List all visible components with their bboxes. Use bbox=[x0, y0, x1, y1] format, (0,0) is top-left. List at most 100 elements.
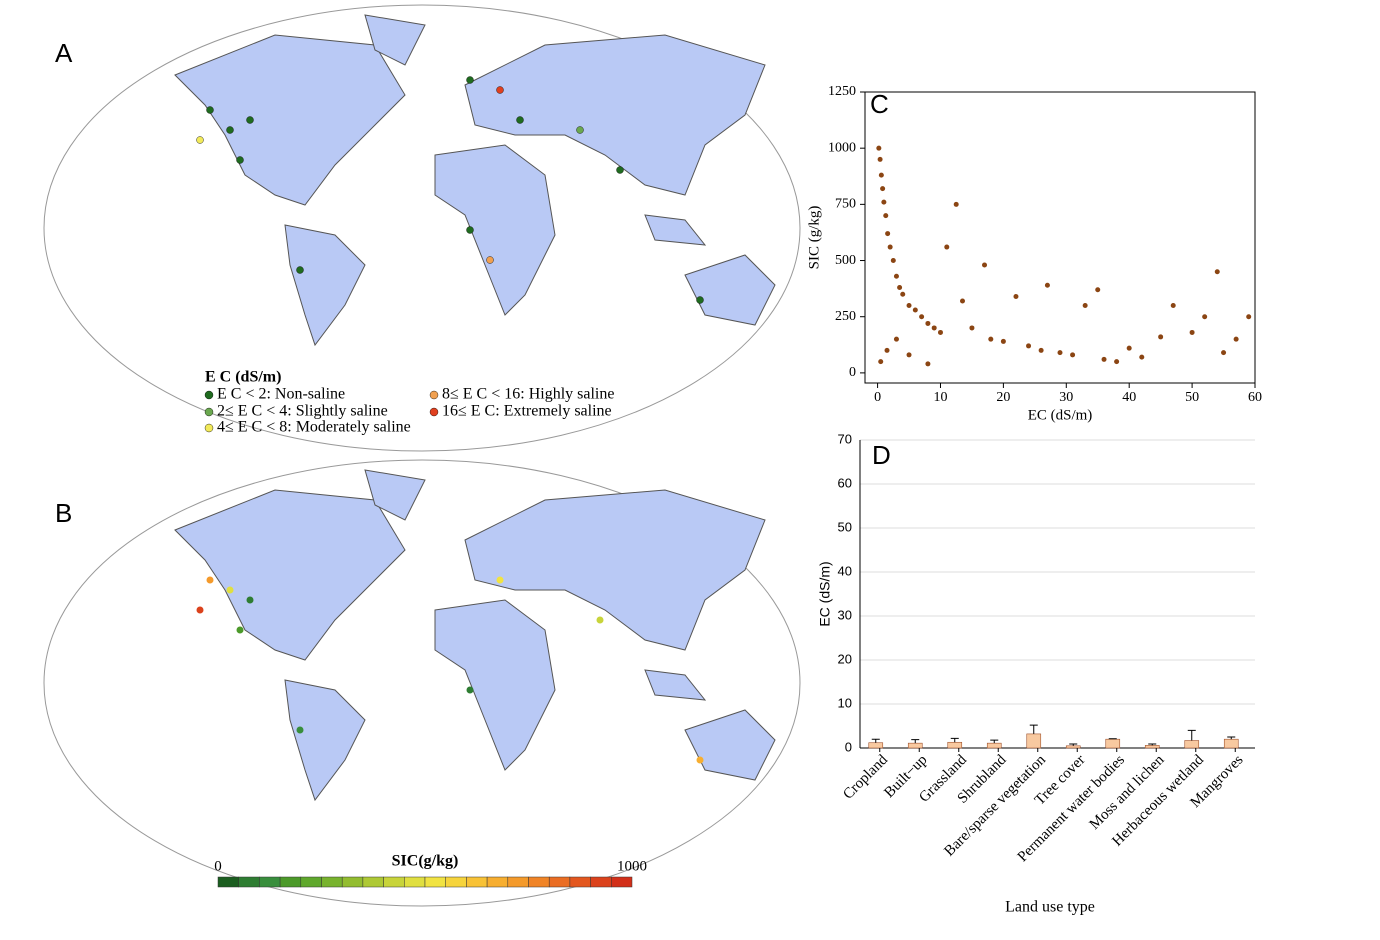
colorbar-segment bbox=[466, 877, 487, 887]
point bbox=[894, 337, 899, 342]
y-axis-label: SIC (g/kg) bbox=[806, 206, 822, 270]
legend-marker bbox=[205, 424, 213, 432]
legend-label: 16≤ E C: Extremely saline bbox=[442, 403, 612, 420]
y-tick-label: 40 bbox=[838, 563, 852, 578]
point bbox=[969, 325, 974, 330]
colorbar-segment bbox=[363, 877, 384, 887]
point bbox=[1158, 334, 1163, 339]
point bbox=[1039, 348, 1044, 353]
colorbar-tick-label: 0 bbox=[214, 858, 222, 874]
point bbox=[879, 173, 884, 178]
y-tick-label: 750 bbox=[835, 197, 856, 212]
point bbox=[1190, 330, 1195, 335]
point bbox=[1070, 352, 1075, 357]
point bbox=[1095, 287, 1100, 292]
colorbar-segment bbox=[259, 877, 280, 887]
point bbox=[960, 298, 965, 303]
legend-label: 8≤ E C < 16: Highly saline bbox=[442, 386, 614, 403]
point bbox=[919, 314, 924, 319]
point bbox=[876, 146, 881, 151]
x-tick-label: 20 bbox=[996, 390, 1010, 405]
legend-marker bbox=[430, 408, 438, 416]
y-tick-label: 500 bbox=[835, 253, 856, 268]
panel-label: C bbox=[870, 89, 889, 119]
colorbar-tick-label: 1000 bbox=[617, 858, 647, 874]
error-bar bbox=[1030, 725, 1038, 734]
error-bar bbox=[1188, 730, 1196, 740]
x-tick-label: 50 bbox=[1185, 390, 1199, 405]
colorbar-title: SIC(g/kg) bbox=[392, 853, 459, 870]
y-tick-label: 250 bbox=[835, 309, 856, 324]
point bbox=[891, 258, 896, 263]
point bbox=[881, 200, 886, 205]
point bbox=[907, 352, 912, 357]
point bbox=[1221, 350, 1226, 355]
point bbox=[878, 157, 883, 162]
y-tick-label: 1000 bbox=[828, 140, 856, 155]
error-bar bbox=[951, 738, 959, 742]
x-tick-label: 0 bbox=[874, 390, 881, 405]
point bbox=[894, 274, 899, 279]
legend-label: 2≤ E C < 4: Slightly saline bbox=[217, 403, 388, 420]
point bbox=[1139, 355, 1144, 360]
error-bar bbox=[990, 740, 998, 743]
point bbox=[1202, 314, 1207, 319]
bar bbox=[1066, 746, 1080, 748]
y-tick-label: 60 bbox=[838, 475, 852, 490]
point bbox=[1215, 269, 1220, 274]
error-bar bbox=[1227, 737, 1235, 739]
colorbar-segment bbox=[239, 877, 260, 887]
error-bar bbox=[911, 740, 919, 744]
point bbox=[925, 321, 930, 326]
bar bbox=[1185, 741, 1199, 748]
point bbox=[954, 202, 959, 207]
point bbox=[888, 245, 893, 250]
y-tick-label: 0 bbox=[845, 739, 852, 754]
y-tick-label: 1250 bbox=[828, 84, 856, 99]
colorbar-segment bbox=[322, 877, 343, 887]
colorbar-segment bbox=[218, 877, 239, 887]
point bbox=[1083, 303, 1088, 308]
legend-marker bbox=[205, 391, 213, 399]
colorbar-segment bbox=[425, 877, 446, 887]
point bbox=[925, 361, 930, 366]
colorbar-segment bbox=[529, 877, 550, 887]
y-tick-label: 0 bbox=[849, 365, 856, 380]
colorbar-segment bbox=[280, 877, 301, 887]
point bbox=[1171, 303, 1176, 308]
point bbox=[988, 337, 993, 342]
colorbar-segment bbox=[446, 877, 467, 887]
bar bbox=[948, 742, 962, 748]
legend-marker bbox=[205, 408, 213, 416]
point bbox=[1114, 359, 1119, 364]
point bbox=[1127, 346, 1132, 351]
y-axis-label: EC (dS/m) bbox=[817, 561, 833, 626]
x-tick-label: 10 bbox=[933, 390, 947, 405]
colorbar-segment bbox=[301, 877, 322, 887]
panel-label: D bbox=[872, 440, 891, 470]
colorbar-segment bbox=[508, 877, 529, 887]
x-axis-label: EC (dS/m) bbox=[1028, 407, 1093, 423]
point bbox=[880, 186, 885, 191]
point bbox=[1045, 283, 1050, 288]
point bbox=[1234, 337, 1239, 342]
plot-frame bbox=[865, 92, 1255, 383]
bar bbox=[1224, 739, 1238, 748]
colorbar-segment bbox=[487, 877, 508, 887]
point bbox=[1013, 294, 1018, 299]
legend-label: 4≤ E C < 8: Moderately saline bbox=[217, 419, 411, 436]
point bbox=[907, 303, 912, 308]
point bbox=[982, 263, 987, 268]
point bbox=[938, 330, 943, 335]
y-tick-label: 50 bbox=[838, 519, 852, 534]
bar bbox=[987, 743, 1001, 748]
map-b: SIC(g/kg) 0 1000 bbox=[44, 460, 800, 906]
colorbar-segment bbox=[549, 877, 570, 887]
point bbox=[1102, 357, 1107, 362]
error-bar bbox=[872, 739, 880, 743]
x-tick-label: 60 bbox=[1248, 390, 1262, 405]
point bbox=[1001, 339, 1006, 344]
colorbar-segment bbox=[404, 877, 425, 887]
